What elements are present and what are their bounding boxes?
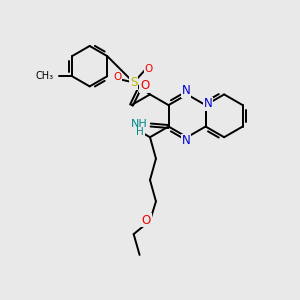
- Text: S: S: [130, 76, 137, 89]
- Text: O: O: [144, 64, 153, 74]
- Text: N: N: [182, 134, 190, 147]
- Text: O: O: [113, 72, 122, 82]
- Text: O: O: [142, 214, 151, 226]
- Text: H: H: [136, 128, 144, 137]
- Text: CH₃: CH₃: [35, 71, 53, 81]
- Text: NH: NH: [131, 119, 148, 129]
- Text: N: N: [182, 84, 190, 98]
- Text: N: N: [204, 97, 212, 110]
- Text: O: O: [140, 79, 149, 92]
